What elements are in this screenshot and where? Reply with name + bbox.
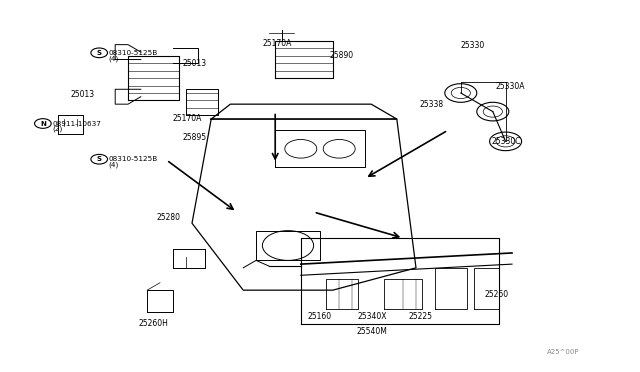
Text: 25225: 25225 <box>408 312 433 321</box>
Text: 25260H: 25260H <box>139 319 169 328</box>
Text: 25340X: 25340X <box>357 312 387 321</box>
Text: N: N <box>40 121 46 126</box>
Text: 25890: 25890 <box>330 51 354 60</box>
Text: 08310-5125B: 08310-5125B <box>109 50 158 56</box>
Text: 25260: 25260 <box>484 290 509 299</box>
Text: 25338: 25338 <box>419 100 444 109</box>
Text: 08911-10637: 08911-10637 <box>52 121 101 126</box>
Text: S: S <box>97 156 102 162</box>
Text: 08310-5125B: 08310-5125B <box>109 156 158 162</box>
Text: 25540M: 25540M <box>356 327 387 336</box>
Text: (2): (2) <box>52 126 63 132</box>
Text: 25013: 25013 <box>70 90 95 99</box>
Text: 25013: 25013 <box>182 59 207 68</box>
Text: (4): (4) <box>109 161 119 168</box>
Text: (4): (4) <box>109 55 119 62</box>
Text: 25895: 25895 <box>182 133 207 142</box>
Text: S: S <box>97 50 102 56</box>
Text: 25330A: 25330A <box>496 82 525 91</box>
Text: 25170A: 25170A <box>173 114 202 123</box>
Text: 25170A: 25170A <box>262 39 292 48</box>
Text: 25280: 25280 <box>157 213 181 222</box>
Text: 25330C: 25330C <box>492 137 521 146</box>
Text: 25160: 25160 <box>307 312 332 321</box>
Text: A25^00P: A25^00P <box>547 349 580 355</box>
Text: 25330: 25330 <box>461 41 485 50</box>
